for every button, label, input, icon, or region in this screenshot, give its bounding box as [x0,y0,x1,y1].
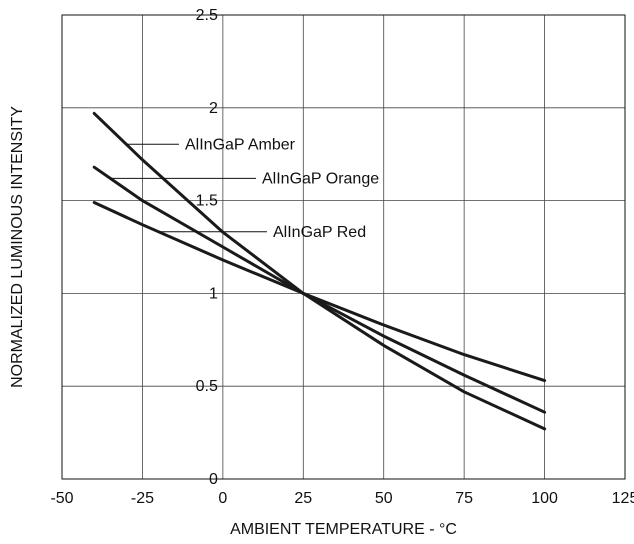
y-tick-label: 0 [209,471,218,488]
x-tick-label: 100 [531,490,558,507]
x-tick-label: -25 [131,490,154,507]
y-tick-label: 2.5 [196,7,218,24]
y-axis-title: NORMALIZED LUMINOUS INTENSITY [9,106,26,388]
y-tick-label: 0.5 [196,378,218,395]
grid [62,15,625,479]
x-tick-label: 75 [455,490,473,507]
y-tick-label: 1.5 [196,193,218,210]
x-axis-ticks: -50 -25 0 25 50 75 100 125 [50,490,634,507]
series-line-3 [92,201,547,383]
series-annotation-label: AlInGaP Red [273,224,366,241]
series-annotation-label: AlInGaP Amber [185,136,296,153]
y-tick-label: 2 [209,100,218,117]
x-tick-label: 50 [375,490,393,507]
plot-frame [61,14,626,480]
x-tick-label: -50 [50,490,73,507]
x-tick-label: 0 [218,490,227,507]
x-axis-title: AMBIENT TEMPERATURE - °C [230,521,457,538]
series-group [92,111,547,431]
annotations: AlInGaP Amber AlInGaP Orange AlInGaP Red [110,136,379,241]
y-axis-ticks: 0 0.5 1 1.5 2 2.5 [196,7,218,488]
x-tick-label: 125 [612,490,634,507]
y-tick-label: 1 [209,285,218,302]
x-tick-label: 25 [294,490,312,507]
series-annotation-label: AlInGaP Orange [262,170,379,187]
series-line-2 [92,165,547,414]
